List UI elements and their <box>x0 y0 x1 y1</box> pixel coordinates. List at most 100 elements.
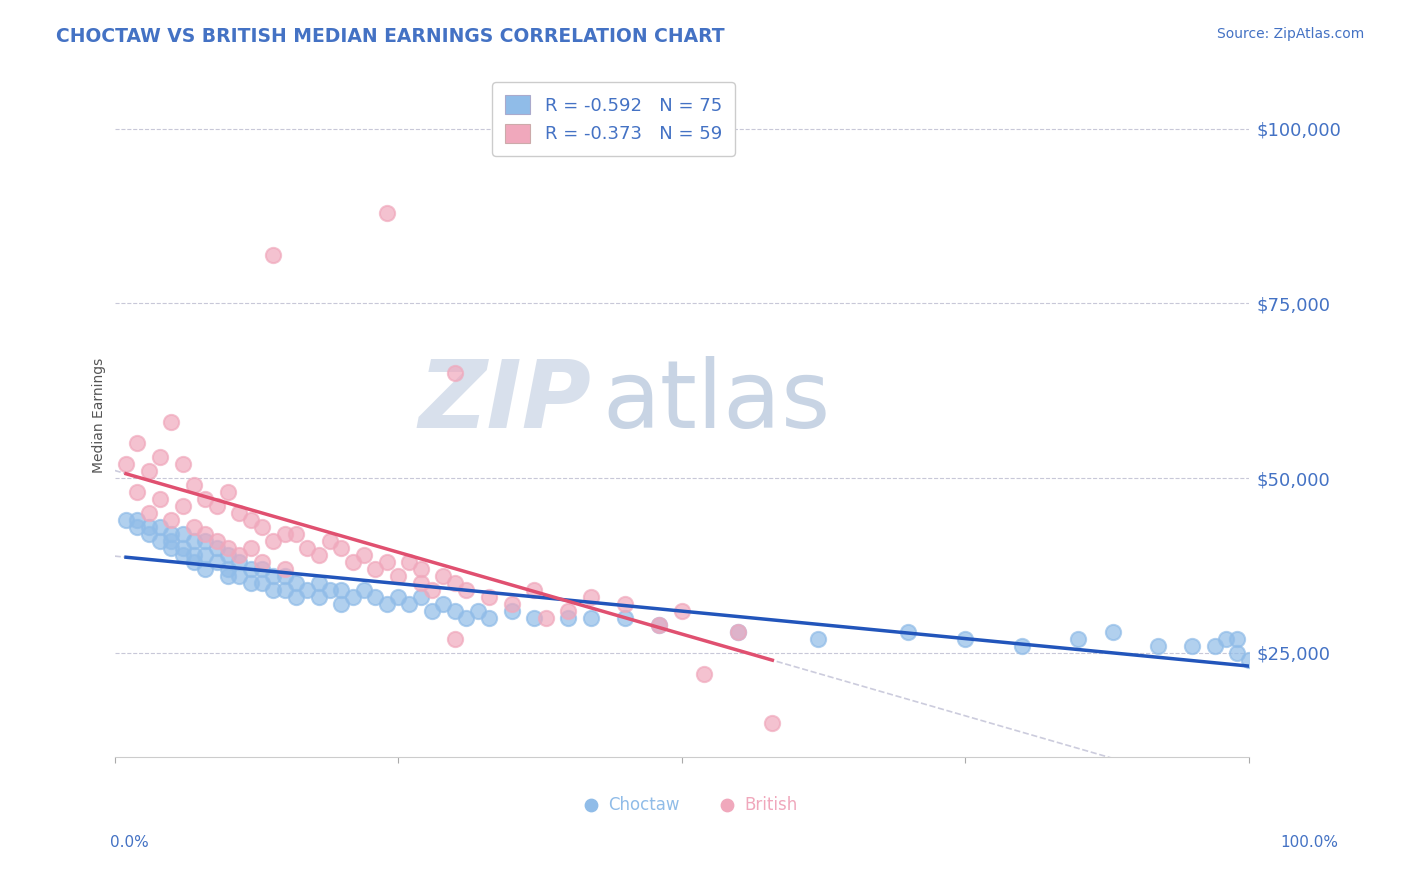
Point <box>127 436 149 450</box>
Point <box>1067 632 1090 646</box>
Point <box>262 247 284 261</box>
Point <box>557 611 579 625</box>
Point <box>172 499 194 513</box>
Point <box>274 562 297 576</box>
Point <box>648 617 671 632</box>
Point <box>239 541 262 555</box>
Point <box>217 562 239 576</box>
Point <box>409 562 432 576</box>
Point <box>613 611 636 625</box>
Point <box>138 506 160 520</box>
Point <box>557 604 579 618</box>
Text: 0.0%: 0.0% <box>110 836 149 850</box>
Point <box>239 513 262 527</box>
Point <box>693 666 716 681</box>
Point <box>149 520 172 534</box>
Point <box>579 611 602 625</box>
Point <box>523 611 546 625</box>
Point <box>342 555 364 569</box>
Point <box>308 548 330 562</box>
Point <box>432 569 454 583</box>
Point <box>1011 639 1033 653</box>
Point <box>398 597 420 611</box>
Point <box>239 562 262 576</box>
Point <box>274 527 297 541</box>
Point <box>501 604 523 618</box>
Point <box>420 582 443 597</box>
Point <box>262 582 284 597</box>
Point <box>523 582 546 597</box>
Point <box>160 415 183 429</box>
Point <box>127 513 149 527</box>
Point <box>205 555 228 569</box>
Point <box>262 533 284 548</box>
Point <box>149 533 172 548</box>
Point <box>138 464 160 478</box>
Point <box>250 562 273 576</box>
Point <box>613 597 636 611</box>
Point <box>1204 639 1226 653</box>
Point <box>160 527 183 541</box>
Point <box>319 582 342 597</box>
Point <box>443 632 465 646</box>
Point <box>648 617 671 632</box>
Point <box>250 555 273 569</box>
Point <box>228 555 250 569</box>
Point <box>183 533 205 548</box>
Point <box>250 575 273 590</box>
Point <box>953 632 976 646</box>
Point <box>387 569 409 583</box>
Point <box>217 569 239 583</box>
Point <box>160 541 183 555</box>
Point <box>285 527 308 541</box>
Point <box>897 624 920 639</box>
Point <box>456 582 478 597</box>
Point <box>172 527 194 541</box>
Point <box>194 562 217 576</box>
Point <box>342 590 364 604</box>
Point <box>228 569 250 583</box>
Text: CHOCTAW VS BRITISH MEDIAN EARNINGS CORRELATION CHART: CHOCTAW VS BRITISH MEDIAN EARNINGS CORRE… <box>56 27 725 45</box>
Text: ZIP: ZIP <box>418 356 591 448</box>
Point <box>671 604 693 618</box>
Text: Source: ZipAtlas.com: Source: ZipAtlas.com <box>1216 27 1364 41</box>
Point <box>217 548 239 562</box>
Point <box>217 541 239 555</box>
Point <box>149 450 172 464</box>
Point <box>1215 632 1237 646</box>
Text: Choctaw: Choctaw <box>607 797 679 814</box>
Point <box>409 575 432 590</box>
Point <box>194 548 217 562</box>
Point <box>228 548 250 562</box>
Point <box>375 555 398 569</box>
Point <box>375 597 398 611</box>
Point <box>443 367 465 381</box>
Point <box>1237 653 1260 667</box>
Point <box>319 533 342 548</box>
Point <box>1181 639 1204 653</box>
Point <box>443 604 465 618</box>
Point <box>501 597 523 611</box>
Point <box>478 590 501 604</box>
Point <box>172 548 194 562</box>
Point <box>183 555 205 569</box>
Point <box>456 611 478 625</box>
Point <box>172 541 194 555</box>
Point <box>1226 632 1249 646</box>
Point <box>409 590 432 604</box>
Legend: R = -0.592   N = 75, R = -0.373   N = 59: R = -0.592 N = 75, R = -0.373 N = 59 <box>492 82 735 156</box>
Point <box>1101 624 1123 639</box>
Y-axis label: Median Earnings: Median Earnings <box>93 358 107 473</box>
Point <box>534 611 557 625</box>
Point <box>115 457 138 471</box>
Point <box>194 533 217 548</box>
Point <box>160 533 183 548</box>
Point <box>364 562 387 576</box>
Point <box>353 548 375 562</box>
Point <box>432 597 454 611</box>
Point <box>285 590 308 604</box>
Point <box>1147 639 1170 653</box>
Point <box>149 491 172 506</box>
Text: British: British <box>744 797 797 814</box>
Point <box>183 478 205 492</box>
